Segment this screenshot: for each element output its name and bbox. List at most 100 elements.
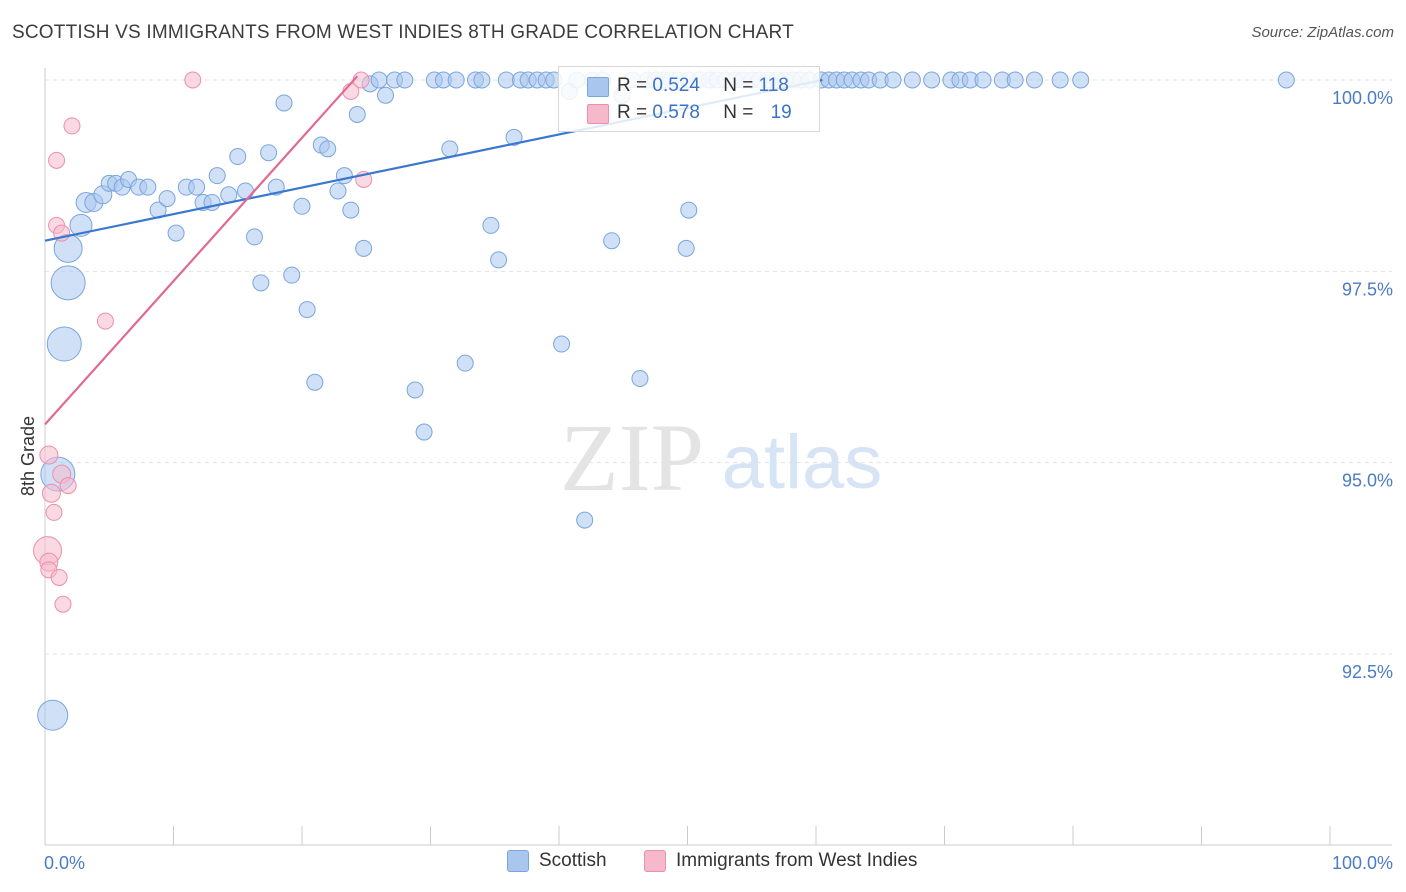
scottish-point: [1025, 71, 1043, 89]
legend-label-west-indies: Immigrants from West Indies: [676, 850, 918, 871]
y-tick-label: 95.0%: [1342, 471, 1393, 491]
legend-item-west-indies[interactable]: Immigrants from West Indies: [644, 850, 917, 872]
scottish-point: [1277, 71, 1295, 89]
scottish-point: [293, 197, 311, 215]
scottish-point: [974, 71, 992, 89]
scottish-point: [441, 140, 459, 158]
stats-r-value: 0.524: [652, 75, 700, 96]
scottish-point: [497, 71, 515, 89]
scottish-point: [1072, 71, 1090, 89]
west-indies-point: [54, 595, 72, 613]
scottish-point: [236, 182, 254, 200]
scottish-point: [229, 148, 247, 166]
y-tick-label: 100.0%: [1332, 88, 1393, 108]
west-indies-point: [59, 477, 77, 495]
legend-swatch-west-indies: [644, 850, 666, 872]
legend-label-scottish: Scottish: [539, 850, 607, 871]
stats-n-value: 19: [770, 102, 792, 123]
west-indies-point: [48, 151, 66, 169]
grid-lines: [45, 79, 1392, 655]
west-indies-point: [63, 117, 81, 135]
stats-r-label: R =: [617, 75, 653, 96]
stats-swatch-west-indies: [587, 104, 609, 124]
scottish-point: [252, 274, 270, 292]
west-indies-point: [352, 71, 370, 89]
scottish-point: [220, 186, 238, 204]
scottish-point: [680, 201, 698, 219]
scottish-point: [415, 423, 433, 441]
scatter-points: [33, 71, 1295, 731]
scottish-point: [505, 128, 523, 146]
scottish-point: [275, 94, 293, 112]
scottish-point: [1006, 71, 1024, 89]
y-tick-label: 97.5%: [1342, 279, 1393, 299]
scottish-point: [37, 699, 69, 731]
y-tick-label: 92.5%: [1342, 662, 1393, 682]
scottish-point: [456, 354, 474, 372]
scottish-point: [342, 201, 360, 219]
legend-item-scottish[interactable]: Scottish: [507, 850, 607, 872]
scottish-point: [298, 301, 316, 319]
scottish-point: [208, 167, 226, 185]
scottish-point: [631, 369, 649, 387]
scottish-point: [319, 140, 337, 158]
scottish-point: [396, 71, 414, 89]
legend-swatch-scottish: [507, 850, 529, 872]
scottish-point: [473, 71, 491, 89]
scottish-point: [69, 213, 93, 237]
stats-r-value: 0.578: [652, 102, 700, 123]
scottish-point: [260, 144, 278, 162]
scottish-point: [406, 381, 424, 399]
scottish-point: [283, 266, 301, 284]
west-indies-point: [96, 312, 114, 330]
scottish-point: [306, 373, 324, 391]
scottish-point: [576, 511, 594, 529]
stats-row-scottish: R = 0.524 N = 118: [617, 75, 789, 97]
watermark: ZIP atlas: [560, 404, 882, 511]
west-indies-point: [184, 71, 202, 89]
y-axis-label: 8th Grade: [18, 416, 38, 496]
x-tick-label: 100.0%: [1332, 853, 1393, 873]
stats-row-west-indies: R = 0.578 N = 19: [617, 102, 792, 124]
stats-box: R = 0.524 N = 118 R = 0.578 N = 19: [558, 66, 820, 132]
watermark-atlas: atlas: [722, 420, 883, 505]
west-indies-point: [50, 568, 68, 586]
scottish-point: [355, 239, 373, 257]
scottish-point: [377, 86, 395, 104]
x-tick-label: 0.0%: [44, 853, 85, 873]
scottish-point: [329, 182, 347, 200]
stats-n-value: 118: [758, 75, 789, 96]
scottish-point: [923, 71, 941, 89]
stats-n-label: N =: [723, 75, 759, 96]
scottish-point: [1051, 71, 1069, 89]
scottish-point: [603, 232, 621, 250]
west-indies-point: [45, 503, 63, 521]
watermark-zip: ZIP: [560, 404, 704, 511]
scottish-point: [335, 167, 353, 185]
west-indies-trend-line: [44, 75, 359, 426]
stats-r-label: R =: [617, 102, 653, 123]
scottish-point: [158, 190, 176, 208]
source-label: Source: ZipAtlas.com: [1251, 24, 1394, 41]
scottish-point: [553, 335, 571, 353]
scottish-point: [370, 71, 388, 89]
scottish-point: [482, 216, 500, 234]
scottish-point: [167, 224, 185, 242]
scottish-point: [50, 265, 86, 301]
scottish-point: [188, 178, 206, 196]
stats-swatch-scottish: [587, 77, 609, 97]
tick-labels: 100.0% 97.5% 95.0% 92.5% 0.0% 100.0%: [44, 88, 1393, 873]
chart-title: SCOTTISH VS IMMIGRANTS FROM WEST INDIES …: [12, 22, 794, 43]
scottish-point: [884, 71, 902, 89]
scottish-point: [447, 71, 465, 89]
west-indies-point: [39, 445, 59, 465]
scottish-point: [245, 228, 263, 246]
legend: Scottish Immigrants from West Indies: [0, 850, 1406, 878]
scottish-point: [46, 326, 82, 362]
west-indies-point: [41, 483, 61, 503]
scottish-point: [348, 105, 366, 123]
scottish-point: [139, 178, 157, 196]
stats-n-label: N =: [723, 102, 759, 123]
scottish-point: [490, 251, 508, 269]
